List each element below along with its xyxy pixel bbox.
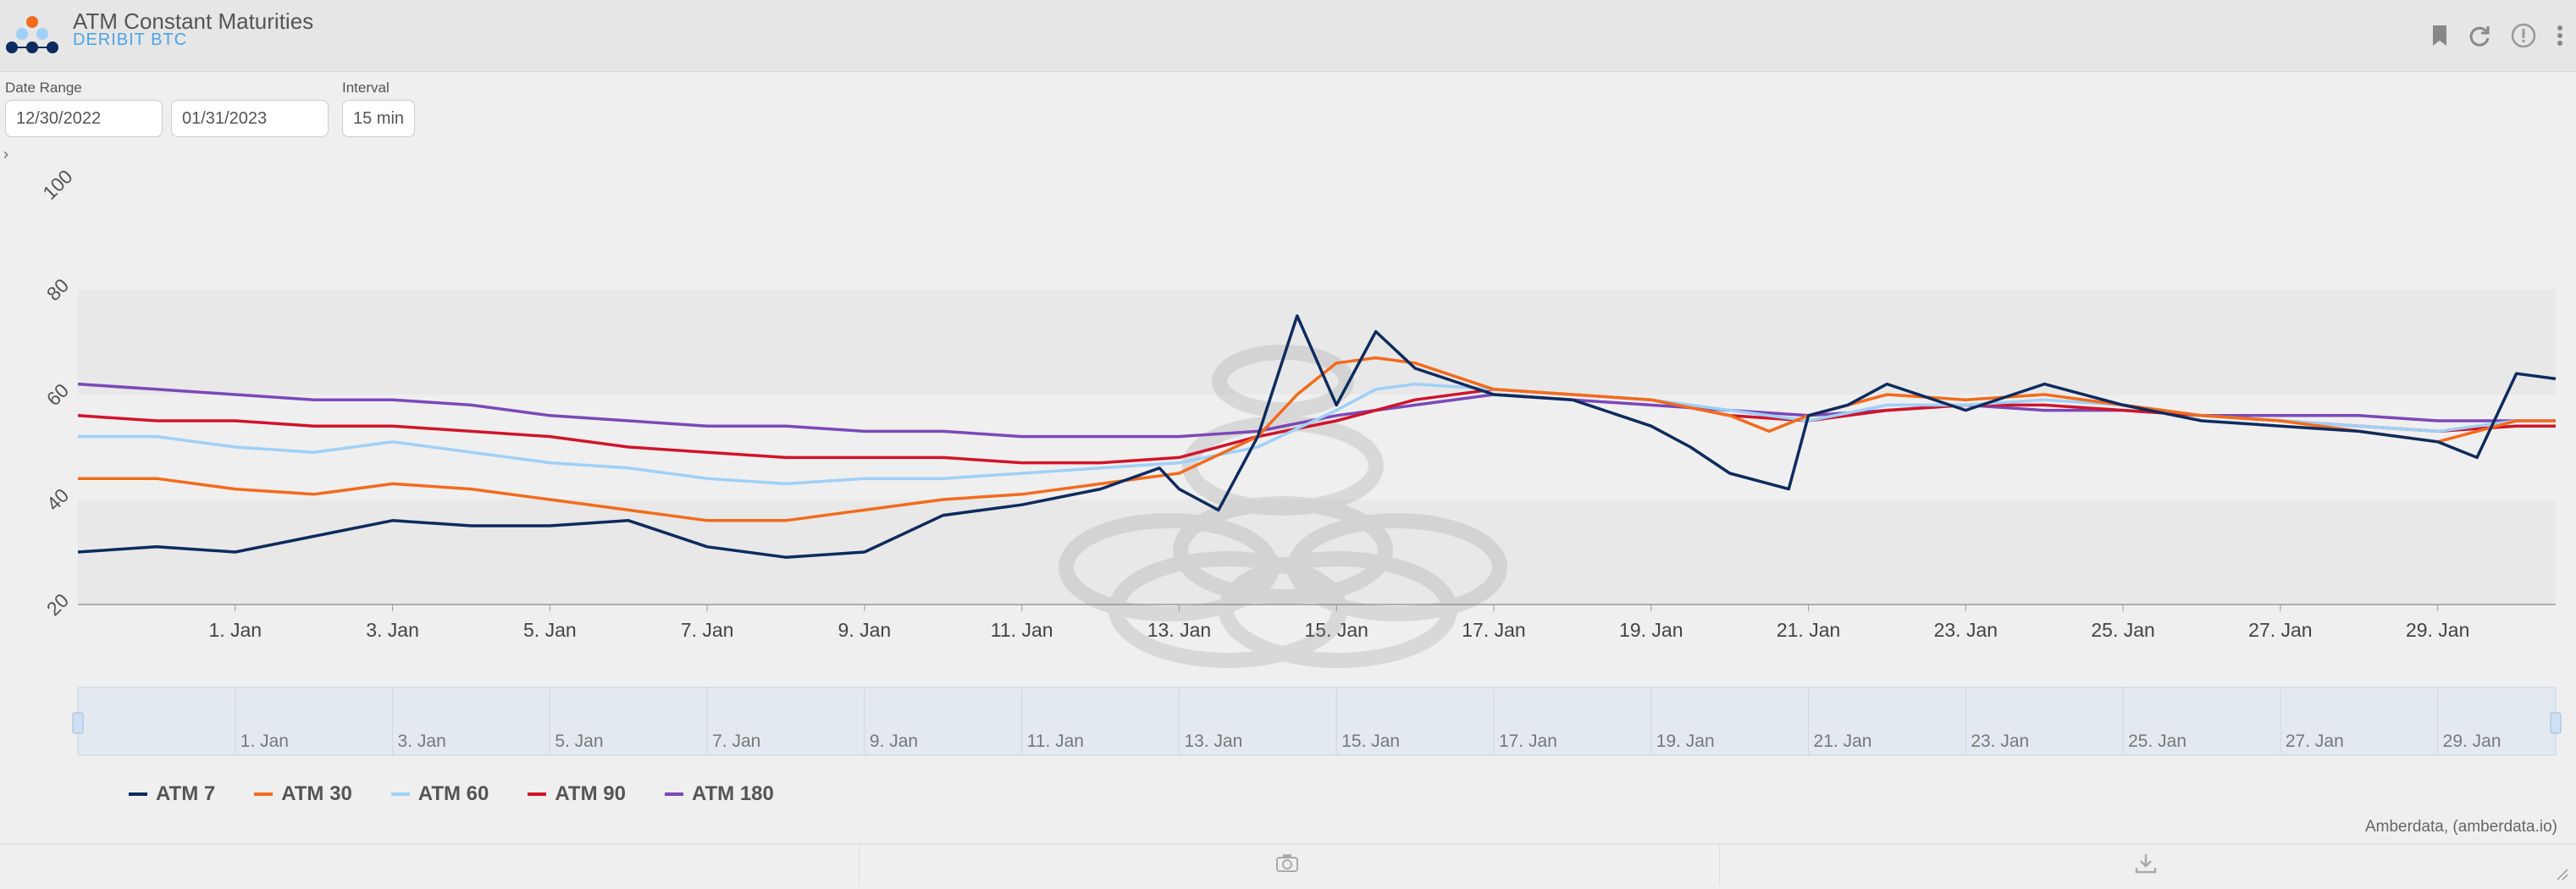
resize-handle-icon[interactable] (2556, 868, 2569, 881)
x-tick-label: 27. Jan (2248, 619, 2312, 641)
navigator-tick-label: 7. Jan (712, 732, 760, 751)
x-tick-label: 21. Jan (1777, 619, 1840, 641)
navigator-tick-label: 23. Jan (1971, 732, 2029, 751)
navigator-tick-label: 17. Jan (1499, 732, 1557, 751)
interval-label: Interval (342, 80, 390, 96)
alert-icon[interactable] (2510, 22, 2537, 49)
navigator-tick-label: 19. Jan (1656, 732, 1715, 751)
x-tick-label: 23. Jan (1934, 619, 1998, 641)
navigator-tick-label: 27. Jan (2286, 732, 2344, 751)
navigator-tick-label: 15. Jan (1341, 732, 1400, 751)
amberdata-logo (6, 16, 58, 53)
navigator-tick-label: 21. Jan (1814, 732, 1872, 751)
x-tick-label: 29. Jan (2406, 619, 2469, 641)
download-icon[interactable] (2134, 853, 2158, 875)
refresh-icon[interactable] (2468, 24, 2491, 47)
start-date-input[interactable]: 12/30/2022 (5, 100, 163, 137)
legend-swatch (390, 792, 410, 796)
y-tick-label: 80 (42, 274, 73, 305)
grid-band (78, 185, 2556, 290)
date-range-label: Date Range (5, 80, 82, 96)
navigator-tick-label: 9. Jan (870, 732, 918, 751)
series-line-atm-90 (77, 388, 2556, 465)
series-line-atm-7 (77, 314, 2557, 559)
legend-item-atm-7[interactable]: ATM 7 (129, 782, 215, 806)
x-tick-label: 3. Jan (366, 619, 419, 641)
chart-credit: Amberdata, (amberdata.io) (2364, 818, 2557, 836)
navigator-tick-label: 1. Jan (240, 732, 289, 751)
x-tick-label: 7. Jan (681, 619, 734, 641)
legend-item-atm-30[interactable]: ATM 30 (254, 782, 352, 806)
watermark-logo (1059, 345, 1507, 668)
chart-footer (0, 843, 2576, 885)
legend-label: ATM 90 (555, 782, 626, 805)
x-tick-label: 9. Jan (838, 619, 892, 641)
end-date-input[interactable]: 01/31/2023 (171, 100, 329, 137)
chart-title: ATM Constant Maturities (73, 8, 314, 34)
legend-swatch (664, 792, 683, 796)
navigator-tick-label: 29. Jan (2443, 732, 2501, 751)
legend-item-atm-180[interactable]: ATM 180 (664, 782, 774, 806)
navigator-window (77, 687, 2557, 756)
navigator-tick-label: 25. Jan (2128, 732, 2186, 751)
bookmark-icon[interactable] (2430, 24, 2449, 47)
line-chart: 20 40 60 80 100 1. Jan 3. Jan 5. Jan 7. Jan 9. Ja… (38, 165, 2562, 756)
legend-item-atm-90[interactable]: ATM 90 (528, 782, 626, 806)
chart-legend: ATM 7 ATM 30 ATM 60 ATM 90 ATM 180 (129, 782, 774, 806)
legend-item-atm-60[interactable]: ATM 60 (390, 782, 489, 806)
legend-swatch (528, 792, 547, 796)
navigator-tick-label: 13. Jan (1184, 732, 1242, 751)
grid-band (78, 500, 2556, 605)
y-tick-label: 60 (42, 379, 73, 410)
navigator-handle-left[interactable] (72, 712, 84, 734)
expand-chevron-icon[interactable]: › (3, 146, 8, 163)
more-icon[interactable] (2556, 24, 2564, 47)
legend-label: ATM 60 (417, 782, 489, 805)
legend-swatch (254, 792, 274, 796)
y-tick-label: 40 (42, 484, 73, 515)
exchange-subtitle: DERIBIT BTC (73, 30, 188, 49)
legend-swatch (129, 792, 147, 796)
x-tick-label: 25. Jan (2091, 619, 2154, 641)
x-tick-label: 1. Jan (208, 619, 262, 641)
x-tick-label: 5. Jan (523, 619, 577, 641)
x-tick-label: 17. Jan (1462, 619, 1525, 641)
camera-icon[interactable] (1275, 853, 1299, 873)
legend-label: ATM 180 (691, 782, 774, 805)
x-tick-label: 15. Jan (1304, 619, 1368, 641)
navigator-tick-label: 3. Jan (398, 732, 446, 751)
chart-header: ATM Constant Maturities DERIBIT BTC (0, 0, 2576, 72)
interval-select[interactable]: 15 min (342, 100, 415, 137)
y-tick-label: 100 (38, 165, 77, 204)
navigator-handle-right[interactable] (2550, 712, 2562, 734)
navigator-tick-label: 5. Jan (555, 732, 603, 751)
legend-label: ATM 7 (156, 782, 216, 805)
y-tick-label: 20 (42, 589, 73, 620)
navigator-tick-label: 11. Jan (1027, 732, 1084, 751)
x-tick-label: 11. Jan (991, 619, 1053, 641)
x-tick-label: 13. Jan (1147, 619, 1211, 641)
legend-label: ATM 30 (281, 782, 352, 805)
x-tick-label: 19. Jan (1619, 619, 1683, 641)
